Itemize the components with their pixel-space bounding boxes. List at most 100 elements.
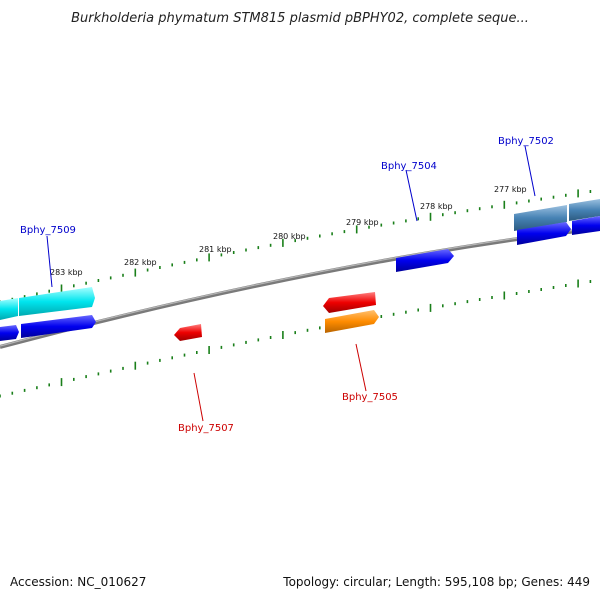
reverse-tick [257, 338, 260, 342]
forward-tick [577, 189, 579, 198]
forward-tick [171, 263, 173, 267]
gene-red-reverse-arrow[interactable] [323, 292, 376, 313]
reverse-tick [528, 290, 530, 293]
gene-blue-fragment-right[interactable] [517, 216, 600, 245]
forward-tick [97, 279, 100, 282]
forward-tick [380, 223, 383, 227]
gene-bphy-7504-arrow[interactable] [396, 249, 454, 272]
forward-tick [454, 211, 456, 215]
tick-label-278kbp: 278 kbp [420, 202, 453, 211]
tick-label-282kbp: 282 kbp [124, 258, 157, 267]
forward-tick [552, 195, 555, 199]
reverse-tick [109, 369, 112, 373]
forward-tick [146, 268, 149, 272]
forward-tick [134, 268, 137, 277]
forward-tick [565, 193, 567, 197]
leader-bphy-7502 [524, 145, 536, 197]
forward-tick [73, 284, 75, 288]
reverse-tick [515, 292, 518, 295]
forward-tick [23, 295, 26, 299]
page-title: Burkholderia phymatum STM815 plasmid pBP… [71, 11, 529, 26]
forward-tick [220, 253, 223, 257]
gene-bphy-7505-arrow[interactable] [325, 310, 379, 333]
forward-tick [515, 201, 518, 205]
gene-label-bphy-7509[interactable]: Bphy_7509 [20, 225, 76, 236]
gene-bphy-7507-arrow[interactable] [174, 324, 202, 341]
forward-tick [257, 246, 260, 250]
gene-blue-fragment-left[interactable] [0, 315, 96, 341]
reverse-tick [159, 358, 161, 362]
tick-label-277kbp: 277 kbp [494, 185, 527, 194]
forward-tick [491, 205, 493, 209]
reverse-tick [380, 315, 383, 318]
reverse-tick [392, 312, 395, 316]
reverse-tick [466, 300, 469, 304]
reverse-tick [232, 343, 235, 347]
reverse-tick [478, 298, 481, 301]
reverse-tick [196, 351, 198, 354]
forward-tick [60, 284, 63, 293]
forward-tick [417, 217, 419, 221]
reverse-tick [208, 346, 210, 354]
gene-label-bphy-7505[interactable]: Bphy_7505 [342, 392, 398, 403]
reverse-tick [134, 361, 137, 370]
topology-text: Topology: circular; Length: 595,108 bp; … [282, 575, 590, 589]
forward-tick [392, 221, 395, 225]
gene-label-bphy-7504[interactable]: Bphy_7504 [381, 161, 437, 172]
reverse-tick [405, 310, 407, 314]
reverse-tick [552, 286, 555, 289]
reverse-tick [122, 366, 124, 370]
tick-label-279kbp: 279 kbp [346, 218, 379, 227]
reverse-tick [306, 328, 309, 332]
reverse-tick [294, 331, 296, 335]
reverse-tick [429, 303, 432, 312]
forward-tick [109, 276, 112, 280]
gene-bphy-7502-arrow[interactable] [514, 199, 600, 231]
reverse-tick [23, 388, 26, 392]
reverse-tick [245, 340, 247, 344]
reverse-tick [36, 386, 38, 390]
reverse-tick [73, 377, 75, 381]
reverse-tick [220, 345, 223, 349]
reverse-tick [97, 372, 100, 376]
forward-tick [478, 207, 481, 211]
reverse-tick [491, 296, 493, 299]
forward-tick [540, 197, 542, 201]
gene-bphy-7509-arrow[interactable] [0, 287, 95, 320]
reverse-tick [319, 326, 321, 330]
forward-tick [343, 230, 346, 234]
reverse-tick [442, 304, 444, 308]
gene-label-bphy-7507[interactable]: Bphy_7507 [178, 423, 234, 434]
reverse-tick [540, 288, 542, 291]
reverse-tick [11, 391, 14, 395]
forward-tick [528, 199, 530, 203]
leader-bphy-7509 [46, 235, 53, 288]
forward-tick [466, 209, 469, 213]
reverse-tick [577, 279, 579, 288]
forward-tick [269, 243, 272, 247]
forward-tick [368, 225, 370, 229]
reverse-tick [48, 383, 50, 387]
tick-label-281kbp: 281 kbp [199, 245, 232, 254]
forward-tick [589, 190, 592, 193]
reverse-tick [0, 394, 1, 398]
reverse-tick [503, 291, 506, 300]
reverse-tick [417, 308, 419, 312]
reverse-tick [85, 375, 87, 379]
forward-tick [294, 239, 296, 243]
reverse-tick [454, 302, 456, 306]
forward-tick-track [0, 189, 592, 304]
forward-tick [196, 258, 198, 262]
forward-tick [355, 225, 358, 234]
gene-label-bphy-7502[interactable]: Bphy_7502 [498, 136, 554, 147]
forward-tick [331, 232, 333, 236]
reverse-tick [171, 356, 173, 360]
forward-tick [183, 260, 186, 264]
tick-label-283kbp: 283 kbp [50, 268, 83, 277]
leader-bphy-7504 [405, 169, 418, 222]
tick-label-280kbp: 280 kbp [273, 232, 306, 241]
accession-text: Accession: NC_010627 [10, 575, 146, 589]
forward-tick [122, 273, 124, 277]
forward-tick [85, 281, 87, 285]
